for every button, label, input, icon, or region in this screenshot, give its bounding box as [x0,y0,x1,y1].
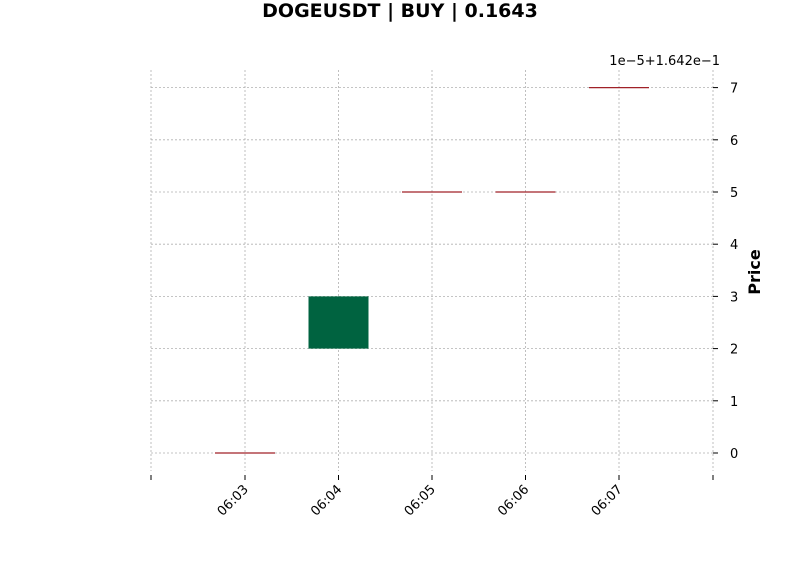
axis-layer: 0 1 2 3 4 5 6 7 06:03 06:04 06:05 06:06 06:07 [150,82,738,519]
y-tick-label: 6 [730,134,738,149]
x-tick-label: 06:05 [402,482,439,519]
grid-layer [150,70,714,471]
y-axis-offset-label: 1e−5+1.642e−1 [609,54,720,69]
y-tick-label: 7 [730,82,738,97]
y-tick-label: 1 [730,395,738,410]
y-tick-label: 3 [730,290,738,305]
y-tick-label: 5 [730,186,738,201]
chart-title: DOGEUSDT | BUY | 0.1643 [262,0,538,22]
x-tick-label: 06:03 [215,482,252,519]
y-tick-label: 0 [730,447,738,462]
y-axis-label: Price [745,249,764,295]
x-tick-label: 06:07 [589,482,626,519]
x-tick-label: 06:06 [495,482,532,519]
candle-body [308,296,369,349]
y-tick-label: 2 [730,343,738,358]
y-tick-label: 4 [730,238,738,253]
x-tick-label: 06:04 [308,482,345,519]
candle-layer [215,86,649,454]
